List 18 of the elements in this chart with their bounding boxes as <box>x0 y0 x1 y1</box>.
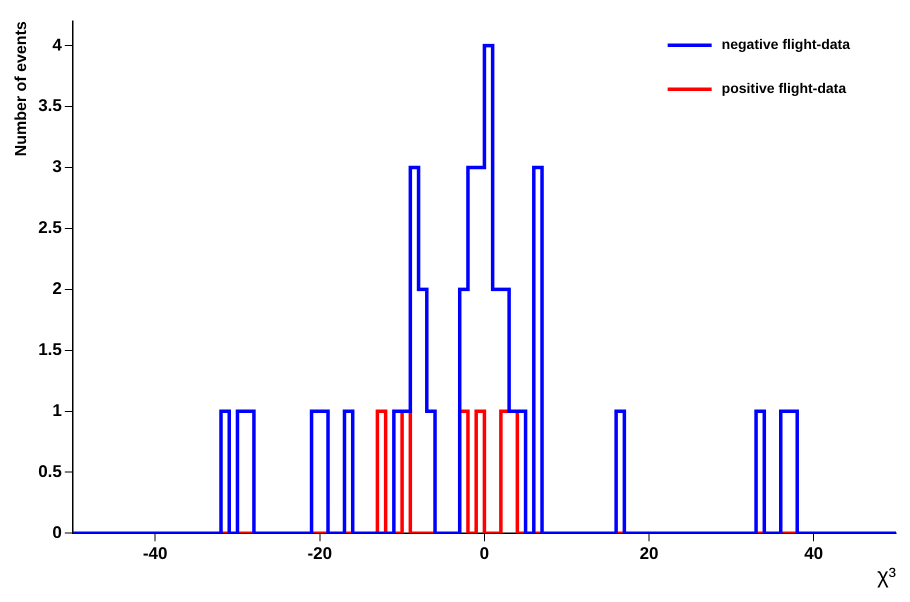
x-tick-label: 20 <box>640 544 659 564</box>
x-axis-title: χ³ <box>877 562 896 588</box>
y-tick-label: 1.5 <box>38 340 62 360</box>
y-axis-title: Number of events <box>13 21 30 156</box>
y-tick-label: 2.5 <box>38 218 62 238</box>
y-tick-label: 3.5 <box>38 96 62 116</box>
x-tick-label: -20 <box>307 544 332 564</box>
y-tick-label: 4 <box>52 35 62 54</box>
x-tick-label: 0 <box>480 544 490 564</box>
y-tick-label: 1 <box>52 400 62 420</box>
y-tick-label: 2 <box>52 279 62 298</box>
y-tick-label: 0 <box>52 522 62 542</box>
legend-label: positive flight-data <box>722 80 846 96</box>
y-tick-label: 3 <box>52 157 62 176</box>
legend-label: negative flight-data <box>722 36 850 52</box>
x-tick-label: -40 <box>142 544 168 564</box>
x-tick-label: 40 <box>804 544 824 564</box>
y-tick-label: 0.5 <box>38 462 62 481</box>
